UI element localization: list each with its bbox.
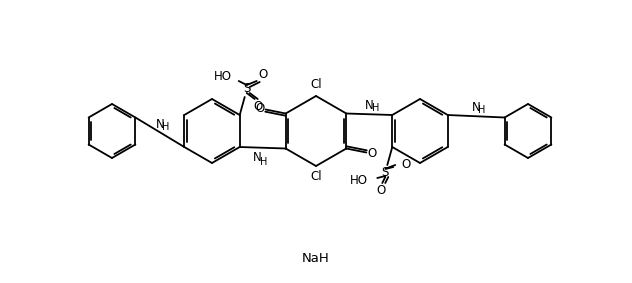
Text: H: H bbox=[260, 157, 267, 167]
Text: H: H bbox=[372, 103, 379, 113]
Text: O: O bbox=[402, 158, 411, 171]
Text: N: N bbox=[253, 151, 262, 164]
Text: N: N bbox=[365, 99, 374, 112]
Text: HO: HO bbox=[350, 175, 368, 188]
Text: O: O bbox=[258, 68, 267, 82]
Text: Cl: Cl bbox=[310, 170, 322, 183]
Text: O: O bbox=[255, 102, 264, 115]
Text: Cl: Cl bbox=[310, 78, 322, 91]
Text: HO: HO bbox=[214, 70, 232, 83]
Text: N: N bbox=[155, 118, 164, 131]
Text: S: S bbox=[243, 83, 250, 95]
Text: O: O bbox=[377, 185, 386, 198]
Text: N: N bbox=[472, 101, 480, 114]
Text: H: H bbox=[162, 122, 169, 132]
Text: O: O bbox=[368, 147, 377, 160]
Text: H: H bbox=[478, 105, 486, 115]
Text: S: S bbox=[382, 166, 389, 179]
Text: NaH: NaH bbox=[302, 252, 330, 265]
Text: O: O bbox=[253, 100, 262, 113]
